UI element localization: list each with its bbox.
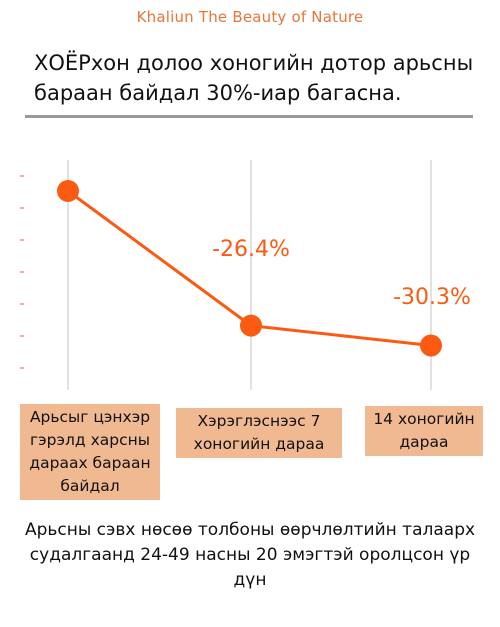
chart-gridlines <box>20 160 432 390</box>
data-label-2: -26.4% <box>212 237 290 262</box>
chart-points <box>57 180 442 357</box>
headline-divider <box>25 115 473 118</box>
data-label-3: -30.3% <box>393 285 471 310</box>
chart-data-labels: -26.4% -30.3% <box>212 237 471 310</box>
data-point-2 <box>240 314 262 337</box>
brand-title: Khaliun The Beauty of Nature <box>136 8 364 26</box>
line-chart: -26.4% -30.3% <box>20 160 471 390</box>
data-point-3 <box>420 334 442 357</box>
x-category-label-3: 14 хоногийн дараа <box>365 406 483 456</box>
study-caption: Арьсны сэвх нөсөө толбоны өөрчлөлтийн та… <box>24 520 476 590</box>
x-category-label-1: Арьсыг цэнхэр гэрэлд харсны дараах бараа… <box>20 404 160 500</box>
data-point-1 <box>57 180 79 202</box>
headline: ХОЁРхон долоо хоногийн дотор арьсны бара… <box>34 51 474 105</box>
x-category-label-2: Хэрэглэснээс 7 хоногийн дараа <box>176 408 342 458</box>
